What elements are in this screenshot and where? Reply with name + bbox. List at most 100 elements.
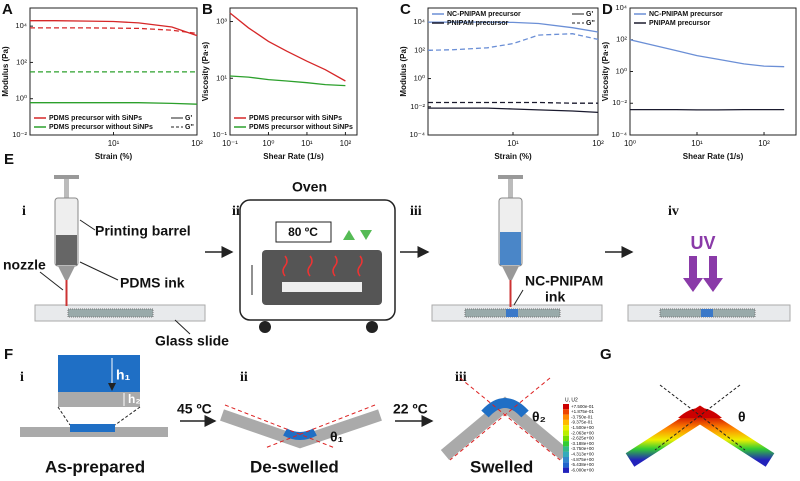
panel-f: F i h₁ h₂ As-prepared 45 ºC ii θ₁ De-swe… [4,346,570,476]
step-label: iv [668,204,679,219]
guide [264,404,376,449]
panel-label: D [602,1,613,18]
legend-label: PDMS precursor without SiNPs [249,124,353,131]
legend-value: -3.750e-01 [571,414,593,419]
charts: A 10¹ 10² 10⁻² 10⁰ 10² 10⁴ Strain (%) Modulus (P… [1,1,797,161]
plunger [508,178,513,198]
zoom [57,406,71,426]
label: Printing barrel [95,223,191,239]
legend-value: -4.875e+00 [571,457,594,462]
y-tick-label: 10⁻² [12,130,27,139]
y-tick-label: 10⁻¹ [212,130,227,139]
label: Glass slide [155,333,229,349]
legend-value: -9.375e-01 [571,420,593,425]
y-tick-label: 10⁴ [615,3,627,12]
ink [56,235,77,265]
y-tick-label: 10⁻⁴ [611,130,627,139]
legend-value: -2.063e+00 [571,430,594,435]
y-axis-label: Modulus (Pa) [399,46,408,97]
legend-value: -5.438e+00 [571,462,594,467]
legend-label: G' [185,115,192,122]
label: ink [545,289,565,305]
legend-label: PDMS precursor with SiNPs [249,115,342,122]
legend-color [563,462,569,468]
y-tick-label: 10³ [216,17,227,26]
legend-value: -2.625e+00 [571,436,594,441]
legend-color [563,446,569,452]
data-line [30,102,198,105]
x-axis-label: Shear Rate (1/s) [263,152,324,161]
guide [449,377,551,461]
y-tick-label: 10⁰ [616,66,627,75]
y-tick-label: 10⁴ [413,17,425,26]
slide [282,282,362,292]
theta: θ [738,409,746,425]
heat [282,255,363,277]
uv: UV [690,233,715,253]
y-tick-label: 10⁻² [612,98,627,107]
label: Oven [292,179,327,195]
nc-layer [70,424,115,432]
pointer [79,219,96,231]
plot-frame [427,7,599,136]
pointer [513,289,524,306]
legend-label: G' [586,11,593,18]
y-tick-label: 10⁴ [15,21,27,30]
inset-pdms [58,392,140,407]
y-tick-label: 10² [616,35,627,44]
y-tick-label: 10² [414,45,425,54]
legend-color [563,430,569,436]
print [67,308,154,318]
panel-label: B [202,1,213,18]
y-tick-label: 10⁰ [16,94,27,103]
legend-value: +7.500e-01 [571,404,594,409]
x-tick-label: 10¹ [691,139,703,148]
caption: Swelled [470,457,533,476]
y-axis-label: Viscosity (Pa·s) [201,41,210,101]
x-axis-label: Strain (%) [494,152,532,161]
legend-title: U, U2 [565,397,578,403]
step-label: ii [240,370,248,385]
temp: 80 ºC [288,225,318,239]
legend-label: PDMS precursor with SiNPs [49,115,142,122]
legend-label: PDMS precursor without SiNPs [49,124,153,131]
nc-layer [283,428,317,440]
h1: h₁ [116,367,131,383]
legend-color [563,409,569,415]
x-tick-label: 10⁰ [262,139,274,148]
legend-value: -6.000e+00 [571,467,594,472]
legend-color [563,404,569,410]
data-line [427,33,599,51]
wheel [259,321,271,333]
display [275,221,332,243]
x-axis-label: Strain (%) [95,152,133,161]
legend-label: PNIPAM precursor [447,20,509,27]
panel-g: G U, U2 θ +7.500e-01+1.875e-01-3.750e-01… [563,346,775,473]
panel-label: C [400,1,411,18]
x-tick-label: 10⁻¹ [222,139,238,148]
down [360,230,372,240]
step-label: i [20,370,24,385]
legend-label: G'' [586,20,595,27]
legend-value: +1.875e-01 [571,409,594,414]
step-label: ii [232,204,240,219]
y-tick-label: 10¹ [216,73,227,82]
x-tick-label: 10² [340,139,352,148]
fem-top [678,408,722,418]
legend-value: -3.750e+00 [571,446,594,451]
plunger-cap [54,175,79,179]
pointer [39,271,64,291]
nc-layer [481,398,529,418]
theta: θ₂ [532,409,546,425]
data-line [629,39,785,68]
x-tick-label: 10² [592,139,604,148]
data-line [428,107,599,114]
label: nozzle [3,257,46,273]
data-line [30,27,198,35]
temp: 22 ºC [393,401,428,417]
guide [654,384,741,451]
label: PDMS ink [120,275,185,291]
legend-label: NC-PNIPAM precursor [447,11,521,18]
legend-color [563,457,569,463]
